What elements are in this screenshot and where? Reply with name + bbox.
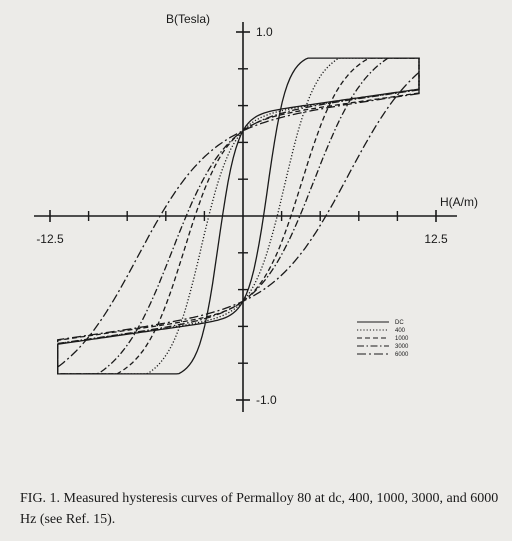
series-dc-line: [57, 57, 420, 375]
legend-label-3000: 3000: [395, 344, 409, 350]
x-axis-label: H(A/m): [440, 195, 478, 209]
legend-label-6000: 6000: [395, 352, 409, 358]
series-6000-line: [57, 70, 420, 369]
series-400-line: [57, 57, 420, 375]
axis-labels: B(Tesla) H(A/m): [166, 12, 478, 209]
y-tick-label: -1.0: [256, 393, 277, 407]
x-tick-label: 12.5: [424, 232, 448, 246]
legend-label-dc: DC: [395, 320, 404, 326]
series-3000-line: [57, 57, 420, 375]
tick-labels: 1.0 -1.0 -12.5 12.5: [36, 25, 448, 407]
legend-label-400: 400: [395, 328, 406, 334]
legend-label-1000: 1000: [395, 336, 409, 342]
y-tick-label: 1.0: [256, 25, 273, 39]
x-tick-label: -12.5: [36, 232, 64, 246]
y-axis-label: B(Tesla): [166, 12, 210, 26]
figure-caption: FIG. 1. Measured hysteresis curves of Pe…: [20, 491, 499, 527]
legend: DC 400 1000 3000 6000: [357, 320, 409, 358]
hysteresis-chart: B(Tesla) H(A/m) 1.0 -1.0 -12.5 12.5 DC 400 10…: [34, 12, 478, 412]
curves: [57, 57, 420, 375]
axes: [34, 22, 457, 412]
